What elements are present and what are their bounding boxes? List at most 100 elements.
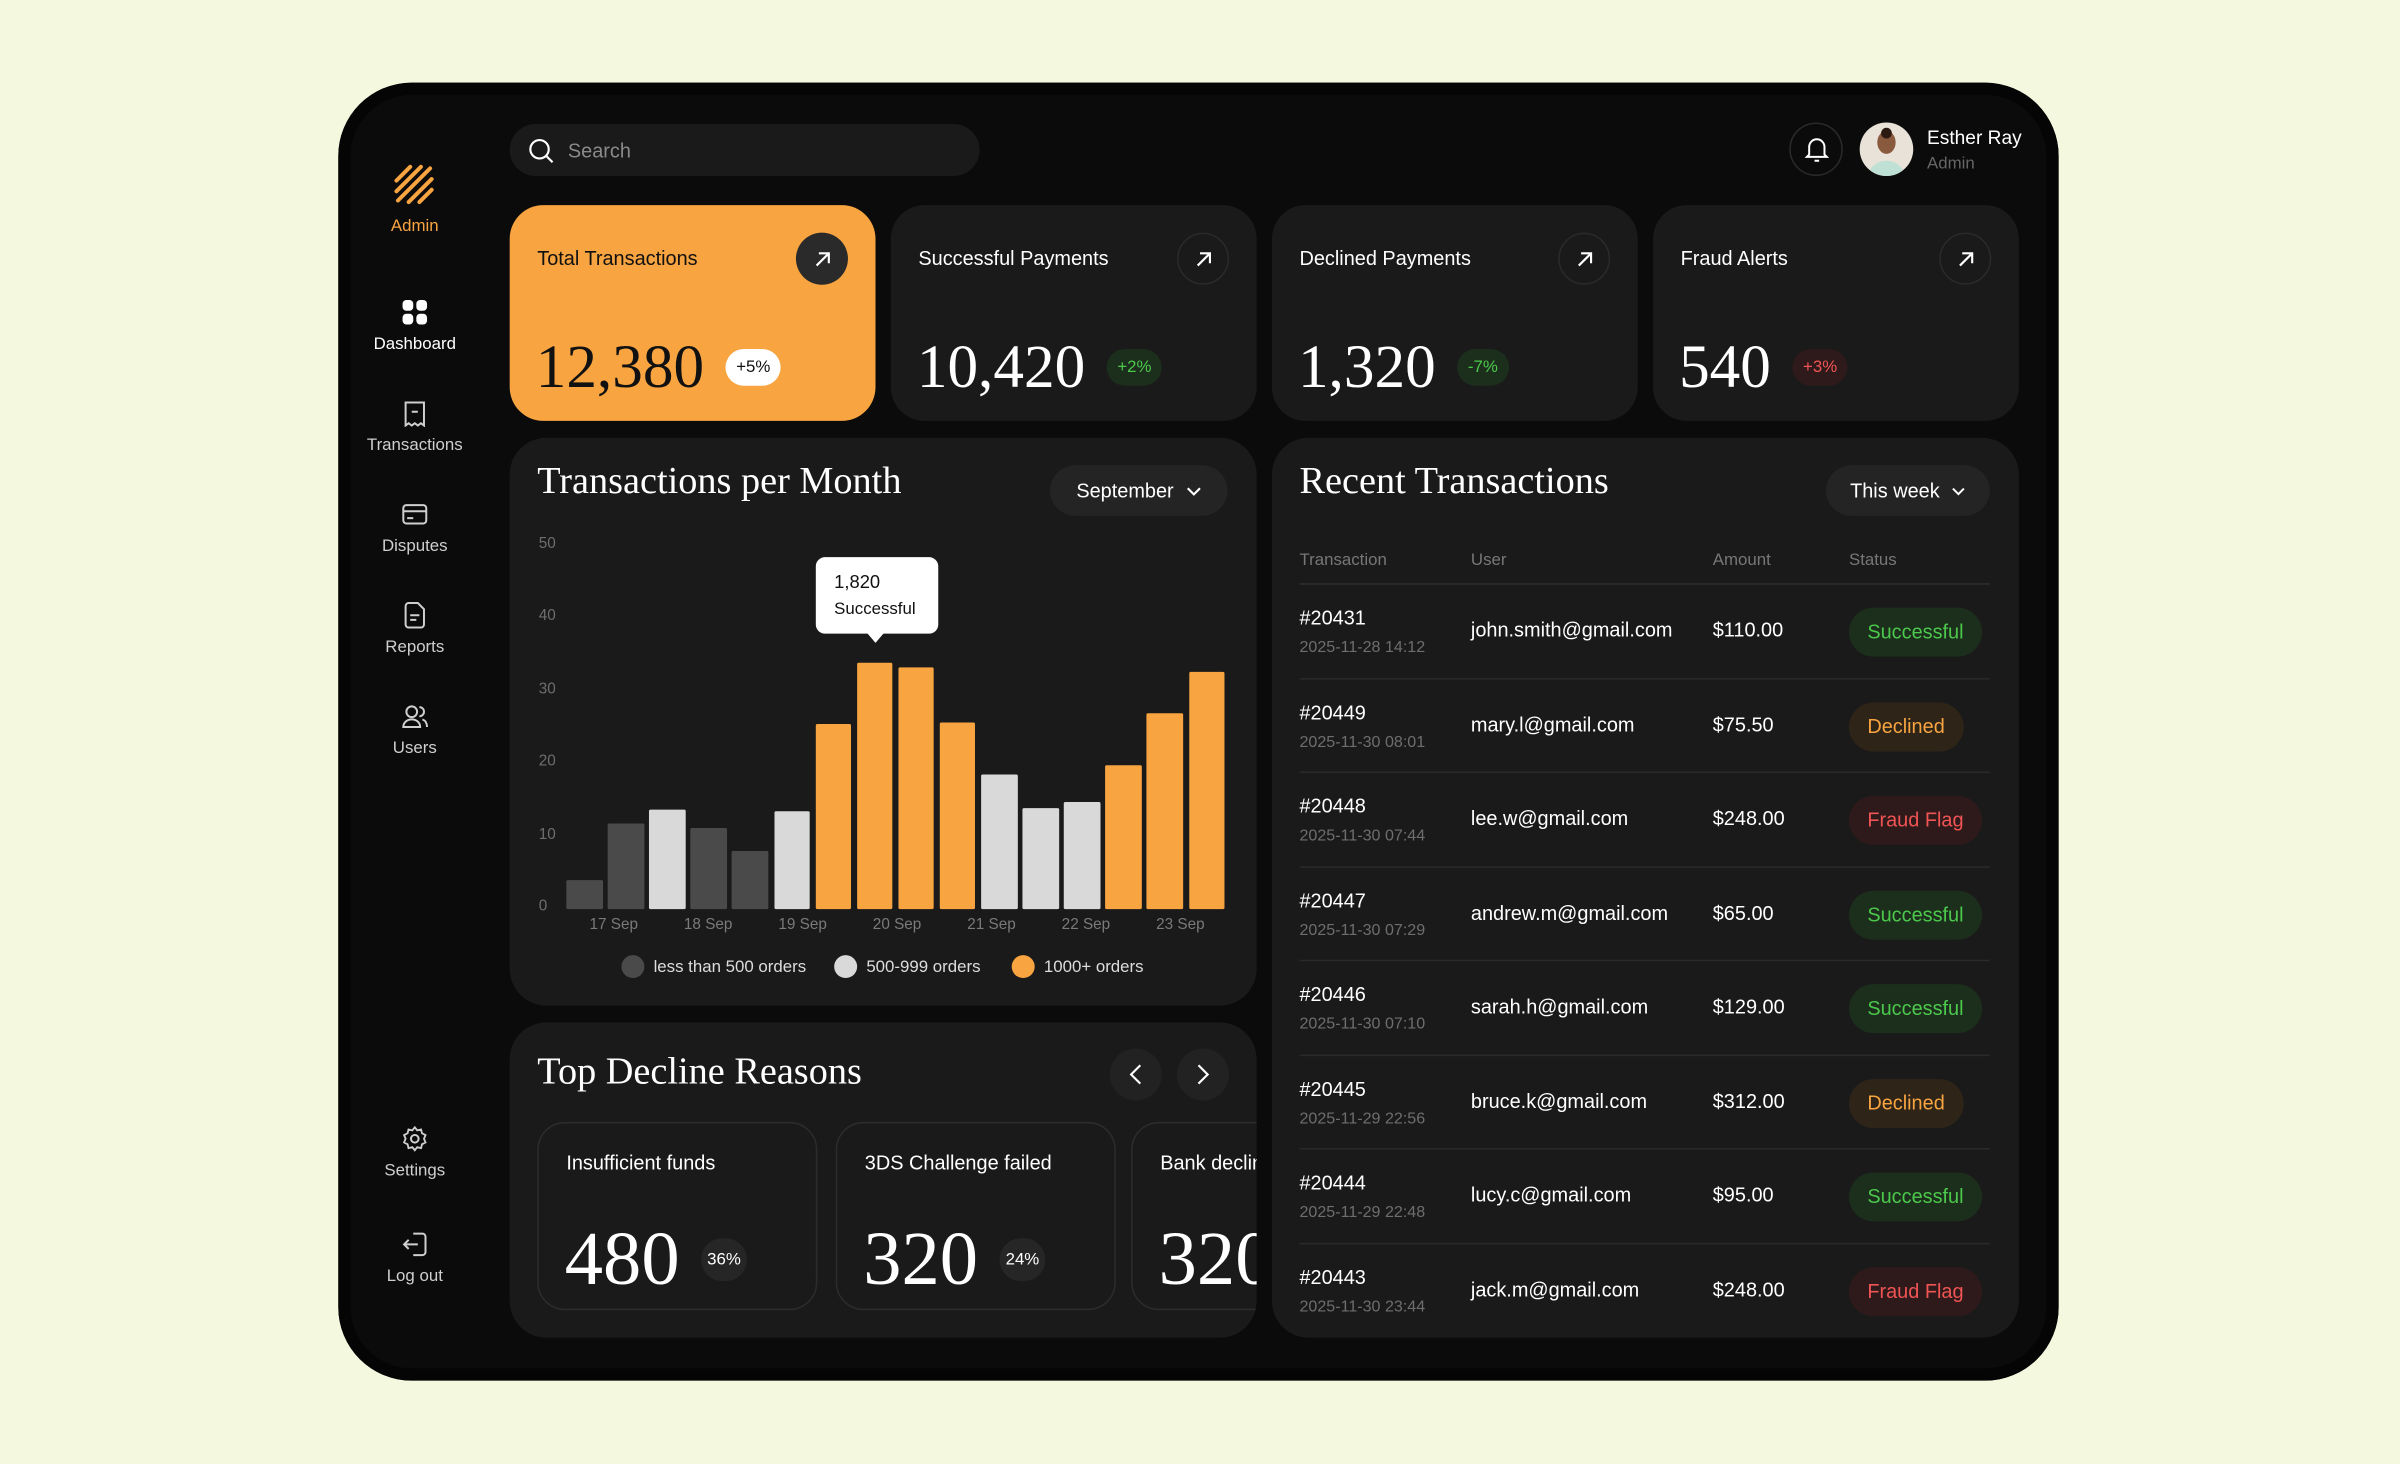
x-tick: 17 Sep bbox=[589, 916, 639, 934]
bar[interactable] bbox=[1022, 807, 1059, 910]
kpi-title: Successful Payments bbox=[918, 246, 1109, 270]
bar[interactable] bbox=[607, 823, 644, 910]
transaction-date: 2025-11-28 14:12 bbox=[1299, 638, 1426, 657]
prev-button[interactable] bbox=[1109, 1048, 1162, 1101]
open-button[interactable] bbox=[1177, 232, 1230, 285]
legend-label: 1000+ orders bbox=[1043, 957, 1144, 976]
bar[interactable] bbox=[1188, 672, 1225, 910]
column-header-status: Status bbox=[1848, 551, 1897, 570]
header-divider bbox=[1299, 583, 1990, 585]
decline-card[interactable]: Bank declined 320 bbox=[1131, 1121, 1257, 1311]
card-icon bbox=[402, 504, 428, 525]
legend-item: 1000+ orders bbox=[1011, 955, 1144, 979]
brand-label: Admin bbox=[390, 217, 439, 236]
legend-item: less than 500 orders bbox=[621, 955, 806, 979]
user-role: Admin bbox=[1927, 154, 1975, 173]
bar[interactable] bbox=[856, 662, 893, 910]
next-button[interactable] bbox=[1177, 1048, 1230, 1101]
search-icon bbox=[529, 138, 554, 163]
bar[interactable] bbox=[815, 723, 852, 910]
y-tick: 30 bbox=[538, 680, 556, 698]
amount: $75.50 bbox=[1712, 712, 1774, 736]
open-button[interactable] bbox=[1558, 232, 1611, 285]
kpi-change-badge: +2% bbox=[1106, 348, 1163, 386]
table-row[interactable]: #20431 2025-11-28 14:12 john.smith@gmail… bbox=[1299, 585, 1990, 679]
transaction-date: 2025-11-29 22:56 bbox=[1299, 1108, 1426, 1128]
y-tick: 50 bbox=[538, 535, 556, 553]
bar[interactable] bbox=[690, 827, 727, 910]
notifications-button[interactable] bbox=[1789, 122, 1843, 177]
decline-reason: 3DS Challenge failed bbox=[864, 1151, 1052, 1174]
month-dropdown-value: September bbox=[1076, 479, 1174, 503]
open-button[interactable] bbox=[795, 232, 848, 285]
kpi-change-badge: +5% bbox=[725, 348, 782, 386]
search-bar[interactable] bbox=[509, 123, 980, 177]
users-icon bbox=[402, 705, 429, 729]
table-row[interactable]: #20448 2025-11-30 07:44 lee.w@gmail.com … bbox=[1299, 773, 1990, 868]
table-row[interactable]: #20447 2025-11-30 07:29 andrew.m@gmail.c… bbox=[1299, 867, 1990, 962]
transaction-id: #20447 bbox=[1299, 888, 1366, 912]
brand-logo[interactable]: Admin bbox=[354, 162, 476, 236]
amount: $110.00 bbox=[1712, 618, 1784, 642]
kpi-card[interactable]: Successful Payments 10,420 +2% bbox=[890, 205, 1257, 421]
table-row[interactable]: #20444 2025-11-29 22:48 lucy.c@gmail.com… bbox=[1299, 1149, 1990, 1244]
sidebar-item-disputes[interactable]: Disputes bbox=[354, 501, 476, 556]
bar[interactable] bbox=[1147, 713, 1183, 910]
column-header-transaction: Transaction bbox=[1299, 551, 1387, 570]
bar[interactable] bbox=[566, 880, 603, 910]
bar[interactable] bbox=[898, 667, 935, 910]
table-row[interactable]: #20445 2025-11-29 22:56 bruce.k@gmail.co… bbox=[1299, 1055, 1990, 1150]
kpi-change-badge: +3% bbox=[1792, 348, 1848, 386]
kpi-card[interactable]: Declined Payments 1,320 -7% bbox=[1271, 205, 1638, 421]
arrow-up-right-icon bbox=[1577, 251, 1592, 266]
sidebar-item-users[interactable]: Users bbox=[354, 703, 476, 758]
avatar[interactable] bbox=[1859, 122, 1914, 177]
user-email: john.smith@gmail.com bbox=[1470, 618, 1673, 642]
sidebar-item-label: Settings bbox=[384, 1161, 446, 1181]
legend-swatch bbox=[834, 955, 858, 979]
search-input[interactable] bbox=[567, 138, 936, 162]
gear-icon bbox=[402, 1125, 427, 1152]
decline-title: Top Decline Reasons bbox=[537, 1051, 862, 1093]
chevron-down-icon bbox=[1952, 487, 1966, 495]
sidebar-item-reports[interactable]: Reports bbox=[354, 602, 476, 657]
table-row[interactable]: #20446 2025-11-30 07:10 sarah.h@gmail.co… bbox=[1299, 961, 1990, 1056]
bar[interactable] bbox=[1105, 765, 1142, 910]
month-dropdown[interactable]: September bbox=[1049, 465, 1228, 516]
decline-card[interactable]: 3DS Challenge failed 320 24% bbox=[835, 1121, 1116, 1311]
status-badge: Successful bbox=[1848, 890, 1982, 940]
transaction-id: #20449 bbox=[1299, 700, 1366, 724]
kpi-card[interactable]: Fraud Alerts 540 +3% bbox=[1653, 205, 2019, 421]
table-row[interactable]: #20443 2025-11-30 23:44 jack.m@gmail.com… bbox=[1299, 1244, 1989, 1338]
status-badge: Successful bbox=[1848, 984, 1982, 1034]
decline-card[interactable]: Insufficient funds 480 36% bbox=[537, 1121, 818, 1311]
chevron-left-icon bbox=[1129, 1064, 1142, 1085]
bar[interactable] bbox=[1064, 802, 1101, 910]
sidebar-item-settings[interactable]: Settings bbox=[354, 1125, 476, 1180]
chevron-down-icon bbox=[1186, 486, 1201, 496]
kpi-value: 10,420 bbox=[916, 332, 1086, 402]
kpi-card[interactable]: Total Transactions 12,380 +5% bbox=[509, 205, 876, 421]
chart-tooltip: 1,820 Successful bbox=[815, 557, 939, 643]
bar[interactable] bbox=[981, 774, 1018, 910]
decline-count: 320 bbox=[1158, 1215, 1257, 1302]
table-row[interactable]: #20449 2025-11-30 08:01 mary.l@gmail.com… bbox=[1299, 679, 1990, 773]
legend-swatch bbox=[1011, 955, 1035, 979]
bar[interactable] bbox=[773, 811, 810, 910]
bar[interactable] bbox=[939, 721, 976, 910]
bar[interactable] bbox=[732, 851, 769, 910]
open-button[interactable] bbox=[1939, 232, 1992, 285]
transaction-id: #20443 bbox=[1299, 1265, 1366, 1288]
transaction-id: #20431 bbox=[1299, 606, 1366, 630]
arrow-up-right-icon bbox=[1958, 251, 1973, 266]
bar[interactable] bbox=[649, 809, 686, 910]
decline-count: 480 bbox=[564, 1215, 680, 1302]
period-dropdown[interactable]: This week bbox=[1826, 465, 1990, 516]
sidebar-item-transactions[interactable]: Transactions bbox=[354, 399, 476, 455]
kpi-title: Declined Payments bbox=[1299, 246, 1471, 270]
logout-button[interactable]: Log out bbox=[354, 1231, 476, 1286]
user-email: andrew.m@gmail.com bbox=[1470, 900, 1669, 924]
sidebar-item-dashboard[interactable]: Dashboard bbox=[354, 298, 476, 354]
user-email: jack.m@gmail.com bbox=[1470, 1277, 1640, 1301]
arrow-up-right-icon bbox=[1196, 251, 1211, 266]
